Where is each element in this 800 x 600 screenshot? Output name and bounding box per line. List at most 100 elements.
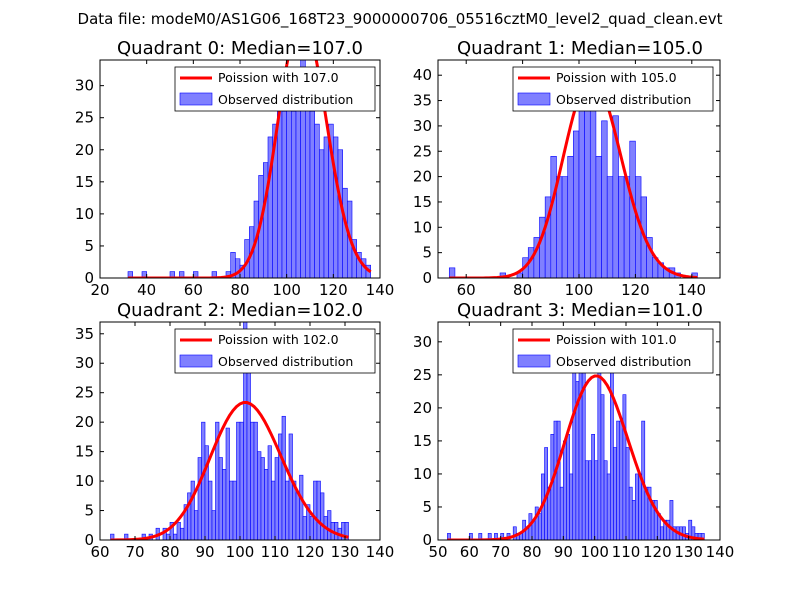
histogram-bar (625, 447, 630, 540)
histogram-bar (594, 460, 599, 540)
histogram-bar (267, 445, 272, 540)
histogram-bar (573, 130, 580, 278)
histogram-bar (257, 451, 262, 540)
histogram-bar (302, 516, 307, 540)
legend-observed-label: Observed distribution (218, 92, 353, 107)
x-tick-label: 120 (621, 281, 650, 299)
histogram-bar (309, 110, 315, 278)
x-tick-label: 80 (230, 281, 249, 299)
legend-observed-swatch (179, 92, 213, 106)
y-tick-label: 25 (413, 142, 432, 160)
histogram-bar (232, 480, 237, 540)
histogram-bar (572, 367, 577, 540)
quadrant-0-plot-area: 20 40 60 80 100 120 140 0 5 10 15 20 25 30 (75, 59, 395, 299)
histogram-bar (342, 187, 348, 278)
legend-observed-label: Observed distribution (556, 92, 691, 107)
x-tick-label: 70 (491, 543, 510, 561)
y-tick-label: 20 (75, 413, 94, 431)
figure-suptitle: Data file: modeM0/AS1G06_168T23_90000007… (78, 10, 723, 29)
x-tick-label: 100 (226, 543, 255, 561)
poisson-curve (110, 401, 349, 540)
x-tick-label: 80 (513, 281, 532, 299)
y-tick-label: 25 (413, 366, 432, 384)
histogram-bar (194, 510, 199, 540)
quadrant-2-panel: Quadrant 2: Median=102.0 60 70 80 90 100 110 1… (75, 300, 394, 561)
legend-observed-label: Observed distribution (556, 354, 691, 369)
y-tick-label: 10 (75, 205, 94, 223)
histogram-bar (613, 447, 617, 540)
x-tick-label: 80 (522, 543, 541, 561)
x-tick-label: 60 (457, 281, 476, 299)
histogram-bar (319, 149, 325, 278)
histogram-bar (222, 468, 227, 540)
histogram-bar (550, 156, 557, 278)
legend-poisson-label: Poission with 107.0 (218, 70, 339, 85)
legend-observed-swatch (517, 354, 551, 368)
x-tick-label: 140 (366, 281, 395, 299)
quadrant-0-title: Quadrant 0: Median=107.0 (117, 38, 363, 59)
histogram-bar (327, 510, 332, 540)
x-tick-label: 120 (643, 543, 672, 561)
histogram-bar (556, 176, 563, 278)
y-tick-label: 10 (413, 465, 432, 483)
y-tick-label: 40 (413, 66, 432, 84)
legend-observed-label: Observed distribution (218, 354, 353, 369)
histogram-bar (595, 156, 602, 278)
y-tick-label: 20 (413, 399, 432, 417)
quadrant-0-panel: Quadrant 0: Median=107.0 20 40 60 80 100 120 1… (75, 38, 395, 299)
histogram-bar (190, 480, 195, 540)
x-tick-label: 130 (674, 543, 703, 561)
histogram-bar (288, 433, 293, 540)
y-tick-label: 0 (422, 269, 432, 287)
histogram-bar (344, 522, 349, 540)
legend-poisson-label: Poission with 101.0 (556, 332, 677, 347)
histogram-bar (578, 348, 583, 540)
histogram-bar (166, 533, 171, 540)
histogram-bar (211, 510, 216, 540)
histogram-bar (305, 98, 311, 278)
histogram-bar (271, 480, 276, 540)
quadrant-1-title: Quadrant 1: Median=105.0 (457, 38, 703, 59)
quadrant-3-title: Quadrant 3: Median=101.0 (457, 300, 703, 321)
histogram-bar (295, 492, 300, 540)
y-tick-label: 0 (84, 531, 94, 549)
y-tick-label: 30 (75, 77, 94, 95)
histogram-bar (285, 480, 290, 540)
quadrant-0-legend: Poission with 107.0 Observed distributio… (174, 66, 376, 112)
histogram-bar (291, 110, 297, 278)
legend-poisson-label: Poission with 102.0 (218, 332, 339, 347)
histogram-bar (537, 513, 542, 540)
histogram-bar (218, 457, 223, 540)
histogram-bar (333, 136, 339, 278)
histogram-bar (253, 421, 258, 540)
legend-poisson-label: Poission with 105.0 (556, 70, 677, 85)
histogram-bar (628, 486, 633, 540)
x-tick-label: 60 (90, 543, 109, 561)
histogram-bar (601, 120, 608, 278)
histogram-bar (229, 480, 234, 540)
quadrant-1-legend: Poission with 105.0 Observed distributio… (512, 66, 714, 112)
histogram-bar (589, 95, 597, 278)
histogram-bar (309, 516, 314, 540)
y-tick-label: 15 (75, 443, 94, 461)
y-tick-label: 15 (75, 173, 94, 191)
histogram-bars (448, 85, 698, 278)
histogram-bar (618, 176, 625, 278)
x-tick-label: 100 (580, 543, 609, 561)
x-tick-label: 140 (677, 281, 706, 299)
histogram-bar (201, 421, 206, 540)
histogram-bar (316, 480, 321, 540)
quadrant-2-title: Quadrant 2: Median=102.0 (117, 300, 363, 321)
histogram-bar (239, 421, 244, 540)
y-tick-label: 25 (75, 109, 94, 127)
histogram-bar (616, 420, 621, 540)
x-tick-label: 40 (137, 281, 156, 299)
histogram-bar (236, 421, 241, 540)
quadrant-2-legend: Poission with 102.0 Observed distributio… (174, 328, 376, 374)
histogram-bar (561, 176, 569, 278)
histogram-bar (610, 354, 614, 540)
histogram-bars (127, 60, 371, 278)
histogram-bar (563, 440, 567, 540)
histogram-bar (638, 473, 642, 540)
